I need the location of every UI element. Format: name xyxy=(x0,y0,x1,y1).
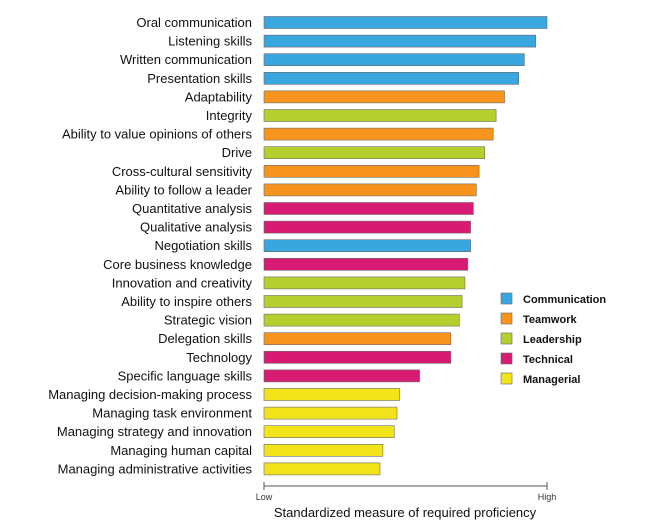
category-label: Listening skills xyxy=(168,34,252,49)
category-label: Ability to value opinions of others xyxy=(62,127,253,142)
bar-16 xyxy=(263,313,460,327)
category-label: Oral communication xyxy=(136,15,252,30)
category-label: Quantitative analysis xyxy=(132,201,252,216)
legend-swatch xyxy=(500,332,513,345)
bar-15 xyxy=(263,295,463,308)
bar-22 xyxy=(263,425,395,439)
bars-layer xyxy=(263,16,548,476)
bar-3 xyxy=(263,72,519,85)
category-label: Managing strategy and innovation xyxy=(57,424,252,439)
category-label: Technology xyxy=(186,350,252,365)
category-label: Managing task environment xyxy=(92,406,252,421)
category-label: Written communication xyxy=(120,52,252,67)
category-label: Managing human capital xyxy=(110,443,252,458)
category-label: Adaptability xyxy=(185,89,253,104)
category-label: Ability to follow a leader xyxy=(115,182,252,197)
category-label: Managing decision-making process xyxy=(48,387,252,402)
bar-5 xyxy=(263,109,497,122)
bar-14 xyxy=(263,276,466,290)
bar-9 xyxy=(263,183,477,197)
category-label: Cross-cultural sensitivity xyxy=(112,164,253,179)
category-label: Drive xyxy=(222,145,252,160)
bar-23 xyxy=(263,443,384,457)
bar-7 xyxy=(263,146,485,159)
category-label: Delegation skills xyxy=(158,331,252,346)
x-axis-tick-label-high: High xyxy=(538,492,557,502)
category-label: Innovation and creativity xyxy=(112,275,253,290)
category-label: Integrity xyxy=(206,108,253,123)
legend-label: Teamwork xyxy=(523,314,577,326)
legend-swatch xyxy=(500,372,513,385)
x-axis: Low High Standardized measure of require… xyxy=(256,482,557,520)
bar-4 xyxy=(263,90,505,104)
category-label: Specific language skills xyxy=(118,368,253,383)
x-axis-title: Standardized measure of required profici… xyxy=(274,505,537,520)
bar-13 xyxy=(263,257,469,271)
bar-19 xyxy=(263,369,420,383)
bar-8 xyxy=(263,165,480,178)
bar-12 xyxy=(263,239,471,252)
x-axis-tick-label-low: Low xyxy=(256,492,273,502)
category-label: Ability to inspire others xyxy=(121,294,252,309)
bar-11 xyxy=(263,220,471,234)
bar-18 xyxy=(263,350,452,364)
category-label: Strategic vision xyxy=(164,313,252,328)
legend-swatch xyxy=(500,292,513,305)
legend-label: Communication xyxy=(523,294,606,306)
category-label: Core business knowledge xyxy=(103,257,252,272)
legend-label: Leadership xyxy=(523,334,582,346)
legend-label: Managerial xyxy=(523,374,580,386)
bar-24 xyxy=(263,462,381,476)
bar-1 xyxy=(263,34,537,48)
legend-label: Technical xyxy=(523,354,573,366)
bar-2 xyxy=(263,53,525,67)
bar-0 xyxy=(263,16,548,29)
bar-17 xyxy=(263,332,452,346)
bar-6 xyxy=(263,127,494,141)
bar-20 xyxy=(263,388,401,401)
bar-10 xyxy=(263,202,474,215)
legend-swatch xyxy=(500,312,513,325)
legend: Communication Teamwork Leadership Technical… xyxy=(500,292,606,386)
category-label: Presentation skills xyxy=(147,71,252,86)
category-label: Qualitative analysis xyxy=(140,220,252,235)
bar-21 xyxy=(263,406,398,420)
category-label: Managing administrative activities xyxy=(58,461,253,476)
category-labels: Oral communication Listening skills Writte… xyxy=(48,15,252,476)
category-label: Negotiation skills xyxy=(154,238,252,253)
legend-swatch xyxy=(500,352,513,365)
